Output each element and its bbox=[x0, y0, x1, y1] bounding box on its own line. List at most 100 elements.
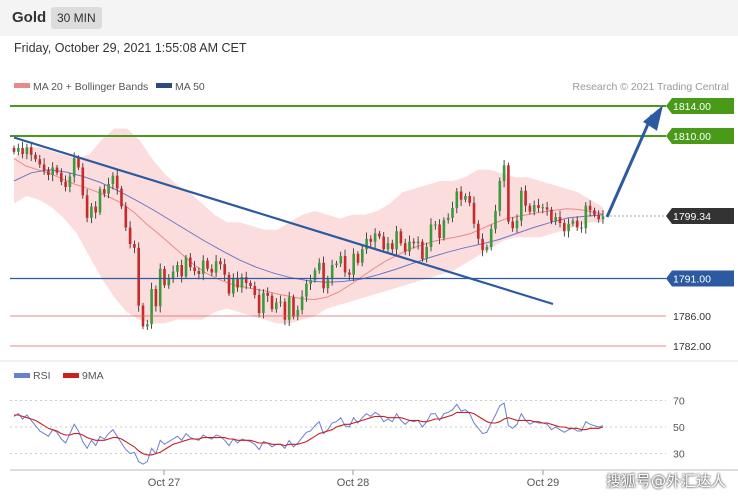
candle bbox=[34, 152, 37, 162]
candle bbox=[391, 239, 394, 255]
candle-body bbox=[554, 217, 557, 222]
candle bbox=[489, 224, 493, 251]
candle-body bbox=[128, 227, 132, 244]
candle bbox=[55, 164, 59, 176]
rsi-panel: 70 50 30 bbox=[10, 395, 685, 465]
candle-body bbox=[567, 223, 570, 232]
candle-body bbox=[232, 277, 235, 294]
candle-body bbox=[330, 265, 334, 280]
candle bbox=[287, 291, 291, 326]
candle bbox=[292, 294, 295, 320]
candle-body bbox=[597, 214, 600, 220]
candle-body bbox=[249, 283, 252, 286]
candle bbox=[17, 143, 20, 156]
candle bbox=[193, 261, 196, 276]
candle-body bbox=[34, 154, 37, 160]
candle-body bbox=[227, 274, 231, 294]
candle bbox=[283, 298, 287, 326]
candle-body bbox=[270, 295, 274, 310]
candle-body bbox=[348, 272, 351, 275]
candlesticks bbox=[12, 141, 605, 330]
candle-body bbox=[244, 277, 248, 283]
bollinger-band bbox=[14, 128, 603, 324]
candle bbox=[275, 298, 278, 313]
candle-body bbox=[55, 167, 59, 173]
top-bar: Gold 30 MIN bbox=[0, 0, 738, 36]
candle bbox=[330, 259, 334, 286]
candle-body bbox=[489, 229, 493, 247]
level-tag bbox=[666, 128, 734, 144]
candle bbox=[399, 228, 403, 246]
candle bbox=[386, 237, 390, 254]
candle-body bbox=[81, 167, 85, 196]
candle-body bbox=[498, 181, 502, 211]
candle-body bbox=[210, 268, 214, 273]
candle-body bbox=[322, 262, 325, 289]
candle-body bbox=[64, 181, 67, 187]
candle-body bbox=[429, 224, 433, 247]
candle bbox=[47, 167, 50, 181]
candle-body bbox=[133, 244, 136, 248]
candle-body bbox=[588, 205, 592, 211]
candle-body bbox=[206, 260, 209, 269]
candle bbox=[313, 267, 317, 283]
candle-body bbox=[520, 190, 523, 221]
candle-body bbox=[107, 184, 110, 194]
candle bbox=[425, 242, 428, 263]
candle bbox=[64, 175, 67, 192]
candle bbox=[477, 220, 480, 245]
timestamp: Friday, October 29, 2021 1:55:08 AM CET bbox=[14, 41, 247, 55]
timeframe-badge[interactable]: 30 MIN bbox=[51, 7, 102, 29]
candle-body bbox=[292, 297, 295, 317]
candle bbox=[438, 219, 441, 245]
candle bbox=[554, 212, 557, 225]
candle bbox=[567, 218, 570, 238]
candle bbox=[120, 185, 123, 210]
candle bbox=[305, 280, 308, 302]
legend-ma50: MA 50 bbox=[175, 81, 205, 93]
candle bbox=[68, 173, 72, 193]
candle-body bbox=[60, 172, 63, 182]
candle bbox=[339, 251, 343, 267]
level-label: 1791.00 bbox=[673, 274, 711, 286]
candle bbox=[601, 210, 605, 224]
candle bbox=[434, 221, 437, 230]
copyright-notice: Research © 2021 Trading Central bbox=[572, 81, 729, 93]
candle-body bbox=[120, 188, 123, 207]
candle-body bbox=[494, 211, 497, 229]
candle bbox=[51, 162, 54, 182]
candle-body bbox=[176, 265, 179, 272]
candle bbox=[133, 240, 136, 254]
candle bbox=[266, 287, 269, 302]
candle-body bbox=[563, 223, 566, 232]
candle-body bbox=[154, 289, 158, 307]
candle bbox=[571, 218, 575, 227]
candle bbox=[171, 265, 175, 283]
candle bbox=[451, 201, 454, 223]
candle bbox=[236, 271, 239, 292]
bollinger-band-area bbox=[14, 128, 603, 324]
legend-swatch-rsi bbox=[14, 373, 30, 378]
candle-body bbox=[403, 243, 407, 252]
candle-body bbox=[85, 195, 89, 218]
candle bbox=[94, 201, 97, 219]
candle-body bbox=[378, 233, 381, 237]
candle-body bbox=[94, 206, 97, 213]
candle bbox=[111, 172, 115, 190]
candle bbox=[373, 228, 377, 248]
candle bbox=[382, 232, 385, 253]
candle bbox=[528, 203, 532, 215]
candle-body bbox=[438, 224, 441, 238]
candle-body bbox=[158, 268, 162, 307]
candle bbox=[468, 191, 471, 207]
candle-body bbox=[111, 175, 115, 184]
candle-body bbox=[369, 238, 373, 242]
candle bbox=[532, 200, 536, 216]
candle bbox=[464, 193, 467, 203]
candle-body bbox=[47, 170, 50, 175]
candle-body bbox=[532, 205, 536, 212]
candle bbox=[395, 225, 398, 256]
candle bbox=[206, 257, 209, 272]
candle bbox=[25, 143, 29, 160]
candle bbox=[146, 319, 149, 330]
